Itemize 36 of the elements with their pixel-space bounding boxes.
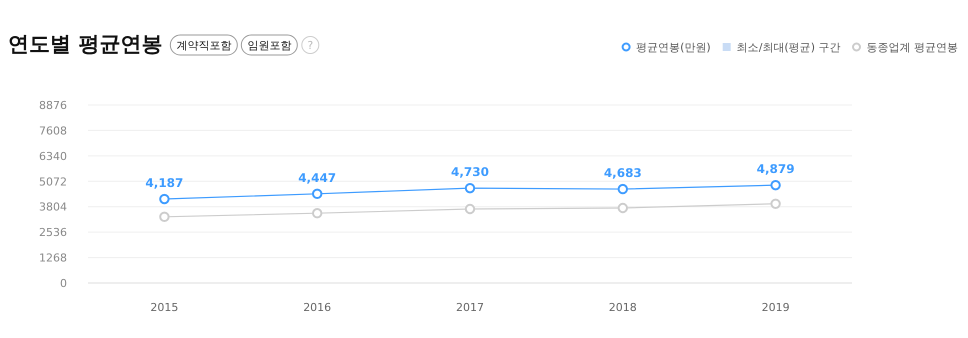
y-tick-label: 2536: [39, 226, 67, 240]
legend-item: 평균연봉(만원): [622, 41, 711, 54]
x-tick-label: 2015: [150, 301, 178, 314]
point: [770, 198, 781, 209]
legend-item: 최소/최대(평균) 구간: [722, 41, 840, 54]
badge: 계약직포함: [170, 34, 238, 56]
data-label: 4,683: [604, 166, 642, 180]
y-tick-label: 8876: [39, 99, 67, 112]
y-tick-label: 6340: [39, 150, 67, 163]
chart-title: 연도별 평균연봉: [8, 32, 162, 56]
y-tick-label: 7608: [39, 124, 67, 138]
point: [618, 202, 628, 214]
point: [464, 204, 476, 214]
y-tick-label: 0: [60, 277, 67, 290]
data-label: 4,730: [451, 165, 489, 180]
point: [159, 194, 170, 204]
x-tick-label: 2018: [608, 301, 637, 314]
badge: ?: [301, 36, 320, 54]
point: [312, 188, 322, 200]
point: [464, 182, 476, 194]
data-label: 4,879: [756, 162, 795, 176]
y-tick-label: 3804: [39, 200, 67, 214]
point: [159, 212, 170, 222]
x-tick-label: 2016: [303, 301, 332, 314]
y-tick-label: 5072: [39, 175, 67, 188]
y-tick-label: 1268: [39, 252, 67, 265]
x-tick-label: 2017: [456, 301, 484, 314]
point: [618, 184, 628, 194]
legend-label: 평균연봉(만원): [636, 41, 711, 54]
badge: 임원포함: [240, 34, 298, 56]
point: [312, 208, 322, 218]
data-label: 4,187: [145, 176, 184, 190]
x-tick-label: 2019: [762, 301, 790, 314]
point: [770, 180, 781, 190]
legend-item: 동종업계 평균연봉: [852, 41, 958, 54]
data-label: 4,447: [298, 170, 336, 185]
